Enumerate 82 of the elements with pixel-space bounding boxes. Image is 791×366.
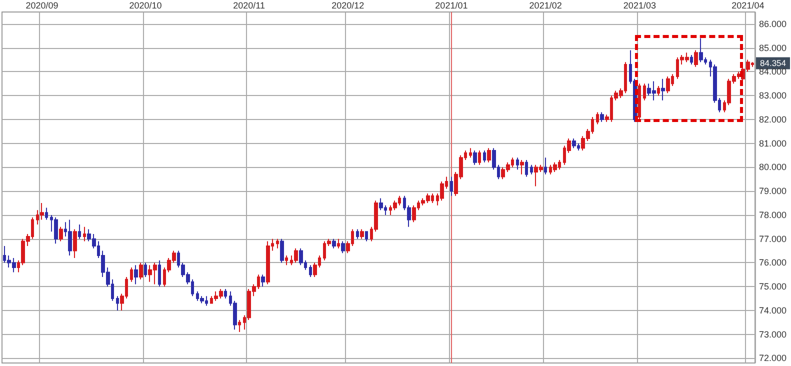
candlestick (600, 112, 604, 122)
candlestick (487, 148, 491, 163)
y-tick-label: 72.000 (759, 353, 787, 364)
candlestick (54, 216, 58, 244)
x-tick-label: 2021/04 (732, 0, 764, 10)
annotation: 84.354 (760, 58, 786, 68)
candlestick (116, 296, 119, 311)
y-tick-label: 75.000 (759, 282, 787, 292)
y-tick-label: 77.000 (759, 234, 787, 244)
candlestick (525, 160, 528, 178)
y-tick-label: 83.000 (759, 90, 787, 101)
x-tick-label: 2021/02 (529, 0, 562, 10)
candlestick (666, 76, 670, 94)
candlestick (200, 296, 204, 304)
candlestick (661, 78, 665, 101)
candlestick (238, 320, 241, 332)
candlestick (469, 148, 472, 158)
y-tick-label: 82.000 (759, 114, 787, 124)
candlestick (530, 164, 533, 175)
candlestick (40, 202, 44, 220)
candlestick (516, 157, 519, 170)
candlestick (473, 150, 477, 166)
candlestick (379, 198, 383, 211)
candlestick (520, 160, 524, 175)
candlestick (294, 248, 298, 264)
candlestick (68, 219, 72, 256)
candlestick (356, 228, 359, 240)
candlestick (544, 157, 547, 175)
y-tick-label: 84.000 (759, 66, 787, 77)
candlestick (83, 226, 86, 242)
candlestick (690, 54, 693, 66)
candlestick (261, 274, 265, 288)
y-tick-label: 73.000 (759, 329, 787, 340)
candlestick (309, 264, 312, 278)
candlestick (657, 86, 660, 96)
candlestick (694, 50, 698, 68)
candlestick (341, 240, 345, 254)
x-tick-label: 2020/10 (129, 0, 162, 10)
candlestick (73, 228, 77, 258)
candlestick (276, 238, 279, 249)
x-tick-label: 2021/01 (435, 0, 468, 10)
y-tick-label: 81.000 (759, 138, 787, 148)
y-tick-label: 79.000 (759, 186, 787, 196)
candlestick (596, 112, 599, 125)
candlestick (699, 38, 703, 63)
candlestick (638, 83, 641, 120)
candlestick (158, 260, 161, 288)
x-tick-label: 2020/12 (332, 0, 364, 10)
y-tick-label: 80.000 (759, 162, 787, 172)
y-tick-label: 76.000 (759, 258, 787, 268)
candlestick (412, 204, 416, 223)
candlestick (130, 266, 133, 282)
x-tick-label: 2020/09 (26, 0, 58, 10)
candlestick (139, 262, 143, 280)
candlestick (478, 150, 481, 166)
candlestick (393, 200, 397, 211)
candlestick (144, 262, 147, 278)
candlestick (78, 224, 81, 240)
candlestick (440, 181, 444, 202)
candlestick (332, 238, 336, 249)
candlestick (337, 238, 340, 249)
candlestick (450, 176, 453, 196)
candlestick (299, 248, 303, 266)
candlestick (483, 150, 486, 163)
candlestick (360, 228, 364, 240)
candlestick (553, 162, 557, 172)
candlestick (134, 264, 138, 285)
y-tick-label: 85.000 (759, 42, 787, 53)
x-tick-label: 2021/03 (623, 0, 656, 10)
y-tick-label: 78.000 (759, 210, 787, 220)
candlestick (45, 207, 48, 220)
y-tick-label: 86.000 (759, 18, 787, 29)
candlestick (266, 240, 270, 285)
candlestick (224, 288, 227, 300)
candlestick (285, 255, 288, 266)
candlestick (280, 238, 284, 264)
candlestick (643, 83, 646, 101)
x-tick-label: 2020/11 (233, 0, 266, 10)
candlestick (365, 231, 368, 242)
y-tick-label: 74.000 (759, 305, 787, 316)
candlestick (59, 226, 63, 242)
candlestick (572, 138, 576, 149)
